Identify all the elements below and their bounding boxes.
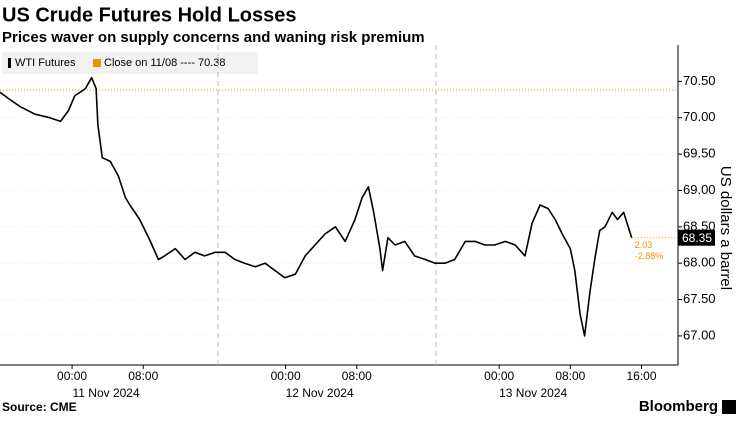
y-tick-label: 69.00 [683,182,716,197]
x-date-label: 11 Nov 2024 [72,386,139,400]
y-tick-label: 70.00 [683,109,716,124]
legend-box [2,52,258,74]
last-value-box [678,229,715,246]
x-tick-label: 00:00 [271,369,301,383]
price-line [0,76,633,337]
last-value-label: 68.35 [682,231,712,245]
legend-label: Close on 11/08 ---- 70.38 [104,57,225,69]
chart-subtitle: Prices waver on supply concerns and wani… [2,29,425,46]
legend-swatch [8,58,11,68]
y-tick-label: 68.00 [683,255,716,270]
y-tick-label: 70.50 [683,73,716,88]
brand-icon [722,400,736,414]
legend-label: WTI Futures [15,57,76,69]
y-axis-label: US dollars a barrel [717,166,734,290]
x-tick-label: 00:00 [484,369,514,383]
brand: Bloomberg [639,398,718,415]
y-tick-label: 68.50 [683,218,716,233]
legend-swatch [93,59,101,67]
x-tick-label: 16:00 [627,369,657,383]
source: Source: CME [2,400,77,414]
annotation: -2.88% [635,251,664,261]
annotation: 2.03 [635,240,653,250]
y-tick-label: 69.50 [683,146,716,161]
x-date-label: 12 Nov 2024 [286,386,354,400]
y-tick-label: 67.00 [683,327,716,342]
x-tick-label: 08:00 [128,369,158,383]
chart-title: US Crude Futures Hold Losses [2,4,297,26]
x-tick-label: 00:00 [57,369,87,383]
x-date-label: 13 Nov 2024 [499,386,567,400]
x-tick-label: 08:00 [342,369,372,383]
x-tick-label: 08:00 [555,369,585,383]
y-tick-label: 67.50 [683,291,716,306]
